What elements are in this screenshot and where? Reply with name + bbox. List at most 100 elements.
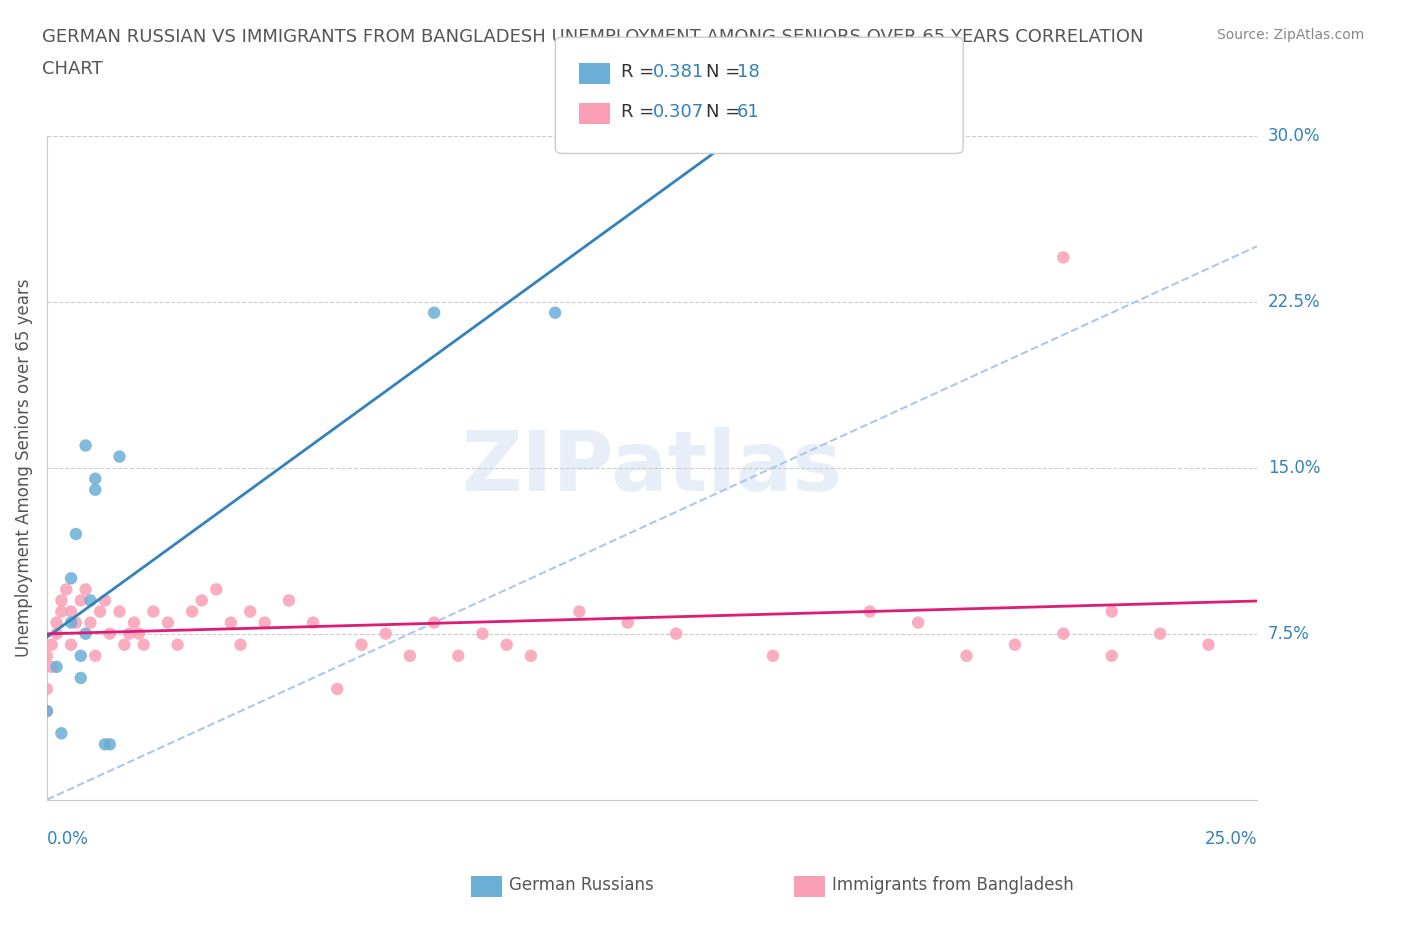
Point <box>55 582 77 597</box>
Point <box>69 671 91 685</box>
Point <box>35 704 58 719</box>
Point <box>41 659 63 674</box>
Point <box>60 604 83 619</box>
Point <box>75 582 97 597</box>
Point <box>326 682 349 697</box>
Point <box>122 615 145 630</box>
Text: 61: 61 <box>737 102 759 121</box>
Point <box>132 637 155 652</box>
Point <box>1052 626 1074 641</box>
Point <box>65 615 87 630</box>
Point <box>166 637 188 652</box>
Point <box>350 637 373 652</box>
Text: 30.0%: 30.0% <box>1268 126 1320 144</box>
Text: Source: ZipAtlas.com: Source: ZipAtlas.com <box>1216 28 1364 42</box>
Text: German Russians: German Russians <box>509 876 654 895</box>
Point <box>75 626 97 641</box>
Point <box>302 615 325 630</box>
Point <box>51 604 73 619</box>
Point <box>423 615 446 630</box>
Text: 22.5%: 22.5% <box>1268 293 1320 311</box>
Point <box>181 604 204 619</box>
Point <box>665 626 688 641</box>
Point <box>253 615 276 630</box>
Point <box>45 626 67 641</box>
Point <box>616 615 638 630</box>
Point <box>41 637 63 652</box>
Point <box>1101 648 1123 663</box>
Point <box>60 571 83 586</box>
Point <box>79 615 101 630</box>
Point <box>84 648 107 663</box>
Point <box>205 582 228 597</box>
Point <box>955 648 977 663</box>
Point <box>98 737 121 751</box>
Point <box>191 593 214 608</box>
Y-axis label: Unemployment Among Seniors over 65 years: Unemployment Among Seniors over 65 years <box>15 278 32 657</box>
Text: N =: N = <box>706 102 745 121</box>
Point <box>60 637 83 652</box>
Text: R =: R = <box>621 62 661 81</box>
Point <box>84 472 107 486</box>
Point <box>112 637 135 652</box>
Text: ZIPatlas: ZIPatlas <box>461 427 842 508</box>
Point <box>45 659 67 674</box>
Point <box>69 593 91 608</box>
Point <box>118 626 141 641</box>
Point <box>79 593 101 608</box>
Text: 25.0%: 25.0% <box>1205 830 1257 847</box>
Text: 7.5%: 7.5% <box>1268 625 1310 643</box>
Point <box>108 604 131 619</box>
Text: 15.0%: 15.0% <box>1268 458 1320 477</box>
Point <box>1101 604 1123 619</box>
Point <box>51 725 73 740</box>
Text: CHART: CHART <box>42 60 103 78</box>
Point <box>1198 637 1220 652</box>
Point <box>520 648 543 663</box>
Point <box>1004 637 1026 652</box>
Point <box>156 615 179 630</box>
Point <box>108 449 131 464</box>
Point <box>568 604 591 619</box>
Point <box>84 483 107 498</box>
Text: 0.307: 0.307 <box>652 102 703 121</box>
Point <box>69 648 91 663</box>
Point <box>60 615 83 630</box>
Point <box>75 438 97 453</box>
Point <box>907 615 929 630</box>
Point <box>45 615 67 630</box>
Point <box>229 637 252 652</box>
Point <box>399 648 422 663</box>
Text: 18: 18 <box>737 62 759 81</box>
Text: N =: N = <box>706 62 745 81</box>
Point <box>35 682 58 697</box>
Point <box>89 604 111 619</box>
Point <box>94 737 117 751</box>
Point <box>423 305 446 320</box>
Text: R =: R = <box>621 102 661 121</box>
Point <box>94 593 117 608</box>
Text: GERMAN RUSSIAN VS IMMIGRANTS FROM BANGLADESH UNEMPLOYMENT AMONG SENIORS OVER 65 : GERMAN RUSSIAN VS IMMIGRANTS FROM BANGLA… <box>42 28 1143 46</box>
Point <box>98 626 121 641</box>
Point <box>142 604 165 619</box>
Point <box>471 626 494 641</box>
Point <box>447 648 470 663</box>
Point <box>35 704 58 719</box>
Point <box>544 305 567 320</box>
Point <box>1052 250 1074 265</box>
Point <box>219 615 242 630</box>
Point <box>1149 626 1171 641</box>
Point <box>762 648 785 663</box>
Point <box>859 604 882 619</box>
Text: Immigrants from Bangladesh: Immigrants from Bangladesh <box>832 876 1074 895</box>
Point <box>374 626 396 641</box>
Point <box>277 593 299 608</box>
Text: 0.381: 0.381 <box>652 62 703 81</box>
Point <box>51 593 73 608</box>
Point <box>65 526 87 541</box>
Point <box>35 648 58 663</box>
Point <box>128 626 150 641</box>
Point <box>239 604 262 619</box>
Text: 0.0%: 0.0% <box>46 830 89 847</box>
Point <box>495 637 517 652</box>
